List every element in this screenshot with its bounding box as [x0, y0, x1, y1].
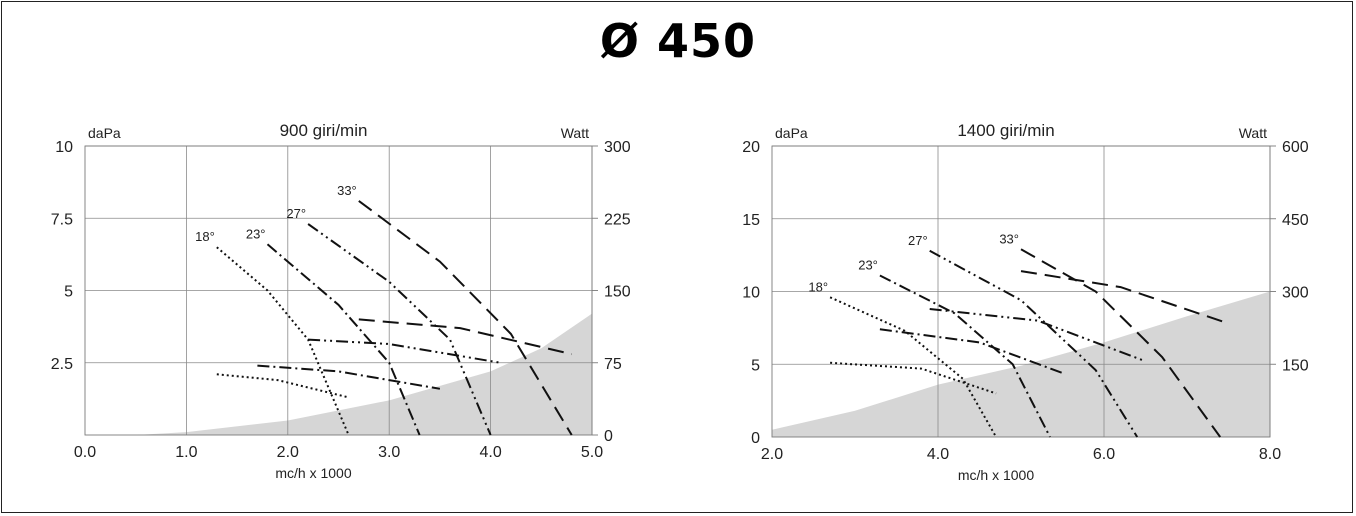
pressure-curve-18: [216, 246, 350, 436]
y-tick-label: 0: [751, 430, 760, 447]
x-axis-label: mc/h x 1000: [958, 467, 1034, 483]
x-tick-label: 1.0: [175, 444, 197, 461]
pressure-curve-18: [829, 296, 997, 438]
pressure-curve-33: [358, 200, 573, 436]
series-label-33: 33°: [999, 231, 1019, 246]
y-tick-label: 10: [55, 139, 73, 156]
x-tick-label: 2.0: [761, 446, 783, 463]
y-tick-label: 5: [64, 284, 73, 301]
chart-title: 1400 giri/min: [957, 121, 1054, 140]
power-curve-23: [257, 364, 441, 390]
x-tick-label: 4.0: [479, 444, 501, 461]
y-tick-label: 15: [742, 212, 760, 229]
y2-tick-label: 150: [604, 284, 631, 301]
y-axis-label-right: Watt: [561, 125, 589, 141]
power-curve-33: [358, 318, 572, 356]
pressure-curve-23: [266, 243, 421, 436]
x-tick-label: 5.0: [581, 444, 603, 461]
series-label-23: 23°: [246, 226, 266, 241]
y2-tick-label: 75: [604, 356, 622, 373]
series-label-27: 27°: [908, 233, 928, 248]
x-tick-label: 2.0: [277, 444, 299, 461]
y-axis-label-right: Watt: [1239, 125, 1267, 141]
y-tick-label: 10: [742, 285, 760, 302]
chart-title: 900 giri/min: [280, 121, 368, 140]
y2-tick-label: 300: [1282, 285, 1309, 302]
y-tick-label: 5: [751, 357, 760, 374]
chart-1400-rpm: 2.0 4.0 6.0 8.0 20 15 10 5 0 600 450 300 150 daPa Watt…: [742, 121, 1309, 483]
y2-tick-label: 0: [604, 428, 613, 445]
series-label-23: 23°: [858, 257, 878, 272]
power-curve-27: [308, 338, 501, 364]
x-tick-label: 6.0: [1093, 446, 1115, 463]
shaded-region: [135, 313, 592, 435]
page-title: Ø 450: [599, 14, 757, 68]
series-label-27: 27°: [286, 206, 306, 221]
y2-tick-label: 600: [1282, 139, 1309, 156]
pressure-curve-27: [307, 223, 492, 436]
x-tick-label: 4.0: [927, 446, 949, 463]
y-axis-label-left: daPa: [775, 125, 808, 141]
y-tick-label: 7.5: [51, 211, 73, 228]
y-axis-label-left: daPa: [88, 125, 121, 141]
y2-tick-label: 225: [604, 211, 631, 228]
y2-tick-label: 300: [604, 139, 631, 156]
y-tick-label: 20: [742, 139, 760, 156]
shaded-region: [772, 291, 1270, 437]
power-curve-27: [929, 308, 1146, 363]
x-axis-label: mc/h x 1000: [275, 465, 351, 481]
pressure-curve-23: [879, 274, 1051, 438]
y2-tick-label: 450: [1282, 212, 1309, 229]
chart-900-rpm: 0.0 1.0 2.0 3.0 4.0 5.0 10 7.5 5 2.5 300 225 150 75 0 d…: [51, 121, 631, 481]
power-curve-33: [1020, 270, 1229, 325]
x-tick-label: 0.0: [74, 444, 96, 461]
power-curve-18: [830, 361, 997, 395]
y-tick-label: 2.5: [51, 356, 73, 373]
x-tick-label: 8.0: [1259, 446, 1281, 463]
series-label-18: 18°: [195, 229, 215, 244]
pressure-curve-27: [929, 249, 1139, 438]
power-curve-23: [879, 328, 1063, 374]
power-curve-18: [216, 373, 349, 399]
series-label-18: 18°: [808, 279, 828, 294]
pressure-curve-33: [1020, 248, 1222, 438]
y2-tick-label: 150: [1282, 357, 1309, 374]
x-tick-label: 3.0: [378, 444, 400, 461]
series-label-33: 33°: [337, 183, 357, 198]
